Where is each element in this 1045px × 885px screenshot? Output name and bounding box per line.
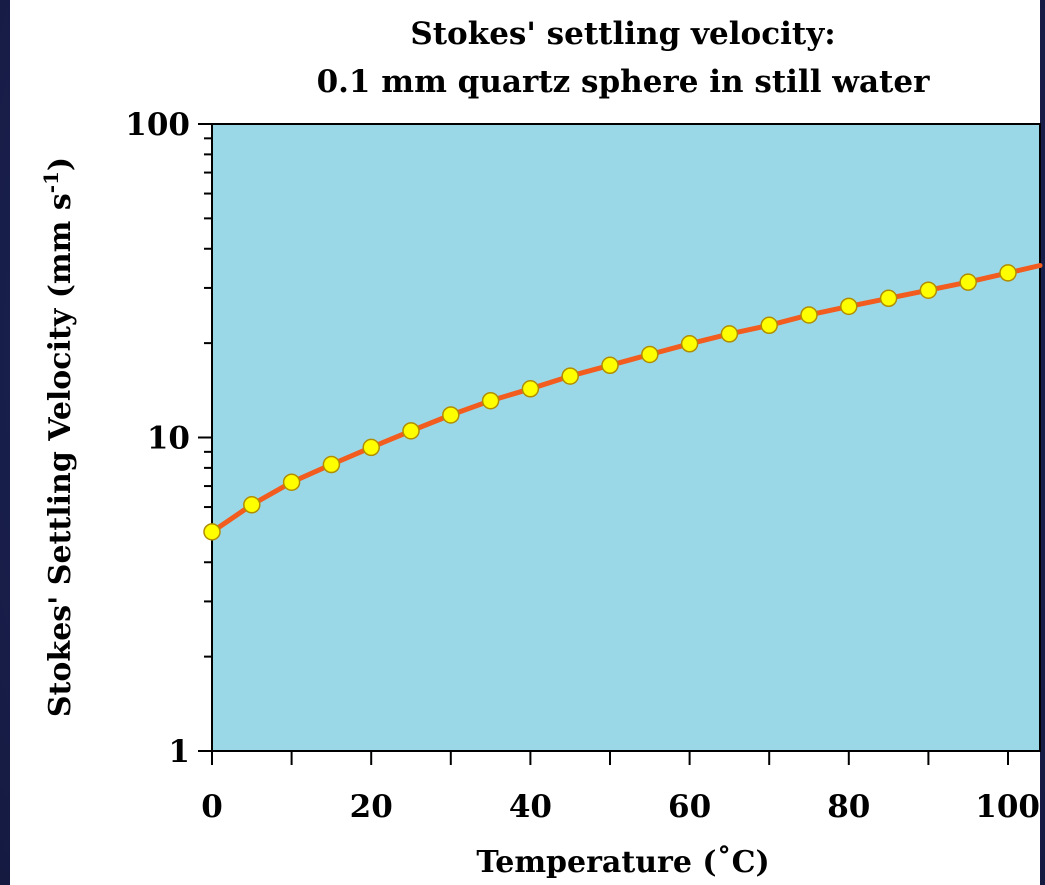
data-point-marker xyxy=(362,438,380,457)
data-point-marker xyxy=(999,264,1017,282)
x-tick-label: 100 xyxy=(975,789,1040,825)
data-point-marker xyxy=(481,391,500,410)
data-point-marker xyxy=(840,297,858,316)
data-point-marker xyxy=(760,316,778,335)
y-axis-label-close: ) xyxy=(43,157,78,171)
data-point-marker xyxy=(203,523,221,541)
y-axis-label: Stokes' Settling Velocity (mm s-1) xyxy=(39,157,78,717)
data-point-marker xyxy=(402,422,420,440)
velocity-curve-line xyxy=(209,263,1043,535)
chart-subtitle: 0.1 mm quartz sphere in still water xyxy=(317,64,931,100)
data-point-marker xyxy=(680,335,699,353)
x-axis-label: Temperature (˚C) xyxy=(476,845,769,880)
y-axis-label-main: Stokes' Settling Velocity (mm s xyxy=(43,193,78,717)
data-point-marker xyxy=(521,380,540,398)
y-axis: 1 10 100 xyxy=(125,107,212,770)
data-point-marker xyxy=(322,455,341,474)
x-axis: 0 20 40 60 80 100 xyxy=(201,751,1040,825)
x-tick-label: 0 xyxy=(201,789,223,825)
chart-title: Stokes' settling velocity: xyxy=(410,16,835,52)
data-point-marker xyxy=(561,367,579,385)
data-point-marker xyxy=(959,273,977,291)
x-tick-label: 40 xyxy=(509,789,552,825)
data-markers xyxy=(203,264,1017,541)
data-point-marker xyxy=(442,406,460,424)
y-tick-label: 10 xyxy=(147,421,190,457)
data-point-marker xyxy=(720,325,739,343)
x-tick-label: 60 xyxy=(668,789,711,825)
data-point-marker xyxy=(919,281,938,299)
x-tick-label: 20 xyxy=(350,789,393,825)
data-point-marker xyxy=(243,496,261,514)
data-point-marker xyxy=(800,306,818,324)
x-tick-label: 80 xyxy=(827,789,870,825)
y-tick-label: 1 xyxy=(168,734,190,770)
plot-area xyxy=(211,123,1041,752)
data-point-marker xyxy=(641,345,659,364)
data-point-marker xyxy=(282,473,301,491)
y-tick-label: 100 xyxy=(125,107,190,143)
data-point-marker xyxy=(601,356,619,375)
data-point-marker xyxy=(879,289,898,308)
y-axis-label-superscript: -1 xyxy=(39,171,63,193)
